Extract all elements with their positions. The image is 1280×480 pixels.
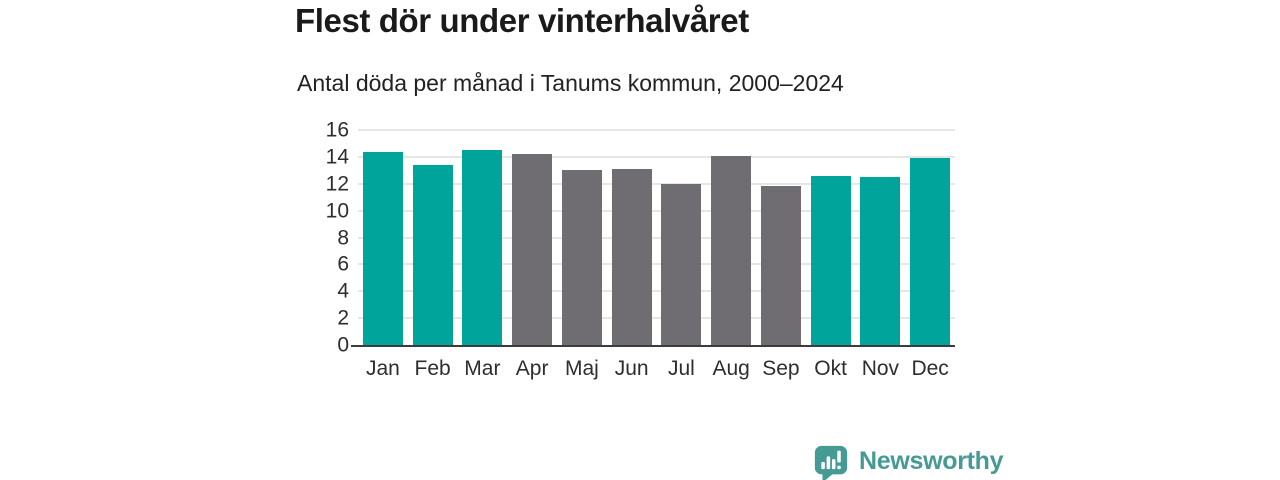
y-axis-tick-label: 4 <box>337 279 349 303</box>
bar-jun <box>611 168 652 345</box>
y-axis-tick-label: 12 <box>325 172 349 196</box>
bar-chart-speech-bubble-icon <box>812 444 850 480</box>
x-axis-tick-label: Dec <box>911 357 949 380</box>
gridline-y6 <box>358 263 955 266</box>
bar-aug <box>711 155 752 345</box>
x-axis-tick-label: Aug <box>712 357 750 380</box>
bar-sep <box>760 186 801 345</box>
gridline-y12 <box>358 182 955 185</box>
x-axis-line <box>351 345 955 347</box>
bar-mar <box>462 150 503 345</box>
chart-subtitle: Antal döda per månad i Tanums kommun, 20… <box>297 70 844 96</box>
x-axis-tick-label: Jul <box>667 357 695 380</box>
gridline-y10 <box>358 209 955 212</box>
y-axis-tick-label: 6 <box>337 252 349 276</box>
x-axis-tick-label: Jun <box>614 357 649 380</box>
gridline-y2 <box>358 317 955 320</box>
y-axis-tick-label: 16 <box>325 118 349 142</box>
bar-feb <box>412 164 453 345</box>
bar-maj <box>561 170 602 345</box>
bar-apr <box>512 154 553 345</box>
x-axis-tick-label: Apr <box>515 357 549 380</box>
x-axis-tick-label: Feb <box>414 357 451 380</box>
x-axis-tick-label: Jan <box>365 357 400 380</box>
plot-area: 0 2 4 6 8 10 12 14 16 Jan Feb Mar Apr Maj Jun Jul Aug Sep… <box>326 120 955 379</box>
bar-okt <box>810 175 851 345</box>
y-axis-tick-label: 10 <box>325 199 349 223</box>
bar-jul <box>661 183 702 345</box>
gridline-y14 <box>358 155 955 158</box>
newsworthy-logo: Newsworthy <box>812 444 1004 480</box>
x-axis-tick-label: Maj <box>564 357 599 380</box>
gridline-y4 <box>358 290 955 293</box>
x-axis-tick-label: Nov <box>861 357 900 380</box>
gridline-y16 <box>358 129 955 131</box>
gridline-y8 <box>358 236 955 239</box>
x-axis-tick-label: Sep <box>762 357 800 380</box>
y-axis-tick-label: 8 <box>337 226 349 249</box>
y-axis-tick-label: 0 <box>337 333 349 357</box>
bar-dec <box>910 158 951 345</box>
bar-nov <box>860 177 901 345</box>
y-axis-tick-label: 2 <box>337 306 349 330</box>
chart-title: Flest dör under vinterhalvåret <box>295 2 749 39</box>
x-axis-tick-label: Mar <box>464 357 501 380</box>
y-axis-tick-label: 14 <box>325 145 349 169</box>
brand-name: Newsworthy <box>859 447 1004 475</box>
bar-jan <box>362 151 403 345</box>
x-axis-tick-label: Okt <box>814 357 847 380</box>
